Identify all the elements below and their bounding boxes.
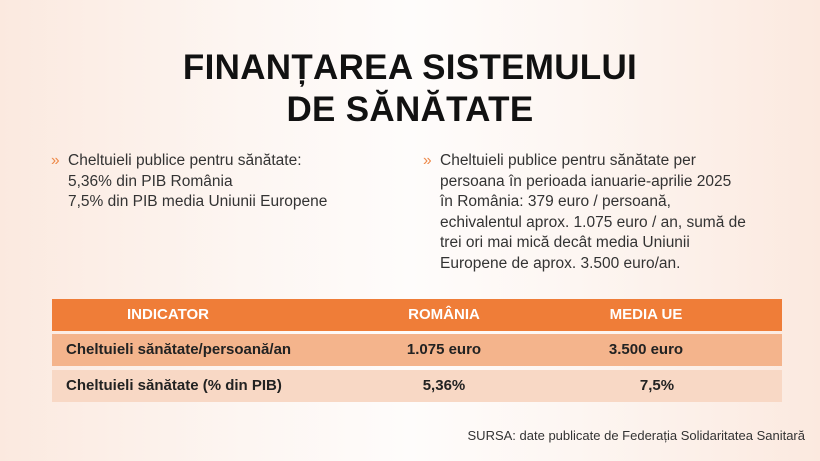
bullet-line: 7,5% din PIB media Uniunii Europene: [68, 193, 328, 210]
title: FINANȚAREA SISTEMULUI: [182, 48, 638, 87]
cell: 3.500 euro: [608, 341, 684, 358]
cell: 5,36%: [422, 377, 466, 394]
bullet-line: Cheltuieli publice pentru sănătate per: [440, 152, 696, 169]
source: SURSA: date publicate de Federația Solid…: [467, 428, 805, 443]
header-cell: INDICATOR: [127, 306, 209, 323]
header-cell: ROMÂNIA: [408, 306, 480, 323]
bullet: » Cheltuieli publice pentru sănătate: 5,3…: [51, 151, 328, 213]
bullet-line: persoana în perioada ianuarie-aprilie 20…: [440, 172, 732, 190]
header-cell: MEDIA UE: [609, 306, 683, 323]
cell: Cheltuieli sănătate (% din PIB): [66, 377, 282, 394]
cell: 1.075 euro: [406, 341, 482, 358]
bullet: » Cheltuieli publice pentru sănătate per…: [423, 151, 746, 274]
cell: Cheltuieli sănătate/persoană/an: [66, 341, 292, 358]
cell: 7,5%: [639, 377, 675, 394]
bullet-line: echivalentul aprox. 1.075 euro / an, sum…: [440, 213, 746, 231]
table-row: Cheltuieli sănătate/persoană/an 1.075 eu…: [52, 334, 782, 366]
bullet-line: Europene de aprox. 3.500 euro/an.: [440, 254, 681, 272]
bullet-marker: »: [51, 152, 60, 169]
bullet-line: 5,36% din PIB România: [68, 172, 233, 190]
table-header: INDICATOR ROMÂNIA MEDIA UE: [52, 299, 782, 331]
table-row: Cheltuieli sănătate (% din PIB) 5,36% 7,…: [52, 370, 782, 402]
title: DE SĂNĂTATE: [286, 90, 534, 129]
bullet-line: Cheltuieli publice pentru sănătate:: [68, 152, 302, 169]
bullet-marker: »: [423, 152, 432, 169]
bullet-line: în România: 379 euro / persoană,: [440, 193, 671, 210]
bullet-line: trei ori mai mică decât media Uniunii: [440, 234, 690, 251]
